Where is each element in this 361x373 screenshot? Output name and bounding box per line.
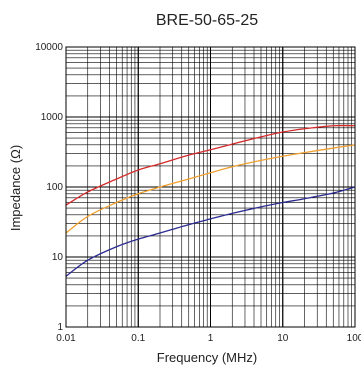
y-axis-label: Impedance (Ω) xyxy=(8,145,23,231)
series-group xyxy=(65,124,356,277)
series-line-3 xyxy=(65,186,356,277)
x-tick-label: 100 xyxy=(347,333,361,344)
series-line-1 xyxy=(65,124,356,206)
x-tick-label: 1 xyxy=(208,333,214,344)
chart-title: BRE-50-65-25 xyxy=(156,12,258,29)
y-tick-label: 1000 xyxy=(41,112,64,123)
y-tick-label: 10 xyxy=(52,252,64,263)
y-tick-label: 1 xyxy=(57,322,63,333)
y-tick-labels: 1 10 100 1000 10000 xyxy=(35,42,63,333)
x-tick-label: 0.1 xyxy=(131,333,145,344)
x-axis-label: Frequency (MHz) xyxy=(157,350,257,365)
grid xyxy=(65,46,356,328)
series-line-2 xyxy=(65,144,356,234)
x-tick-label: 0.01 xyxy=(56,333,76,344)
y-tick-label: 100 xyxy=(46,182,63,193)
y-tick-label: 10000 xyxy=(35,42,63,53)
x-tick-label: 10 xyxy=(277,333,289,344)
x-tick-labels: 0.01 0.1 1 10 100 xyxy=(56,333,361,344)
plot-frame xyxy=(65,46,356,328)
